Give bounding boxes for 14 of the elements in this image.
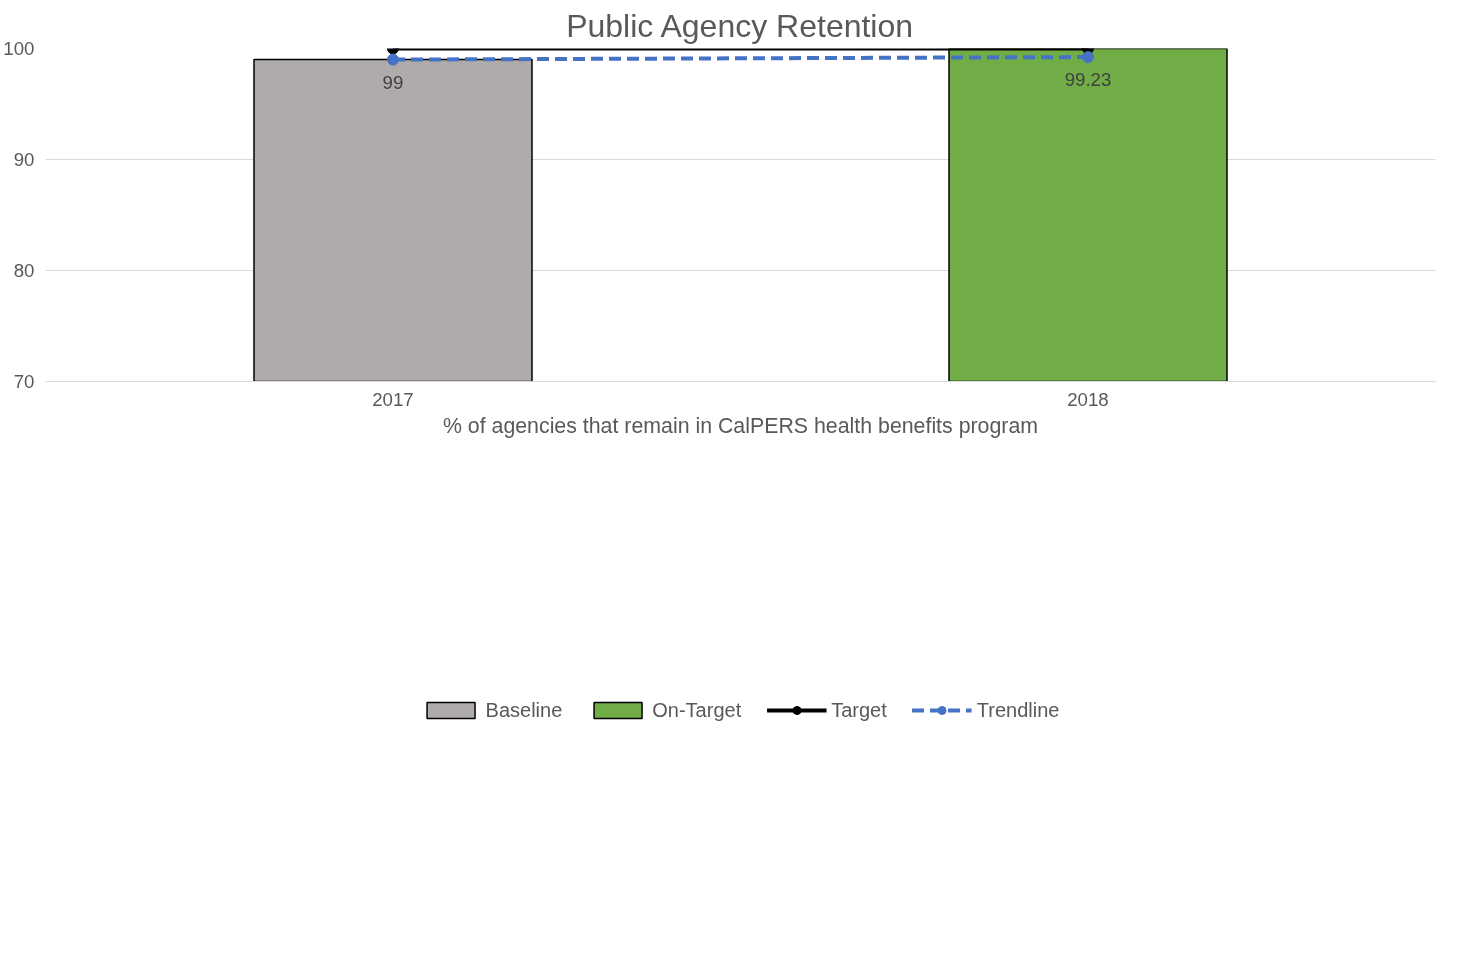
legend-label: Trendline: [976, 698, 1060, 722]
y-tick-label: 70: [13, 371, 35, 392]
y-tick-label: 100: [3, 38, 35, 59]
x-axis-title: % of agencies that remain in CalPERS health benefits program: [442, 413, 1039, 438]
data-label: 99: [382, 71, 404, 93]
legend-label: Target: [831, 698, 887, 722]
chart-title: Public Agency Retention: [566, 7, 914, 44]
x-tick-label: 2018: [1067, 388, 1109, 410]
x-tick-label: 2017: [372, 388, 414, 410]
y-tick-label: 80: [13, 260, 35, 281]
legend-label: On-Target: [652, 698, 742, 722]
legend-label: Baseline: [485, 698, 563, 722]
y-tick-label: 90: [13, 149, 35, 170]
data-label: 99.23: [1064, 69, 1112, 91]
